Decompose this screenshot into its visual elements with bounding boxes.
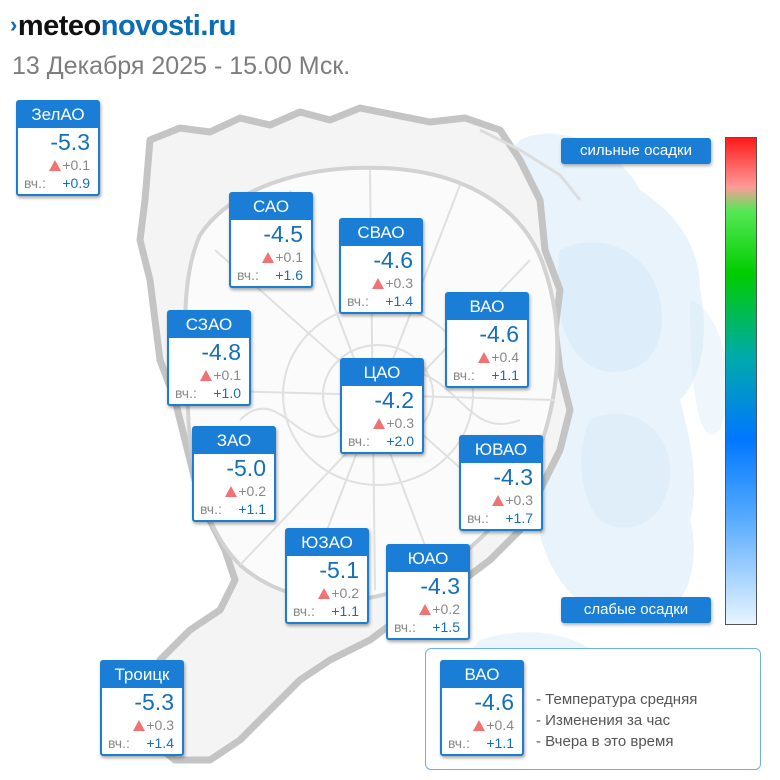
district-card-szao: СЗАО -4.8 +0.1 вч.: +1.0 [167, 310, 251, 406]
triangle-up-icon [133, 720, 145, 731]
triangle-up-icon [200, 370, 212, 381]
site-logo[interactable]: ›meteonovosti.ru [10, 8, 236, 43]
district-name: САО [231, 194, 311, 220]
district-change: +0.1 [262, 249, 303, 265]
logo-text-novosti: novosti.ru [101, 10, 236, 42]
district-card-troitsk: Троицк -5.3 +0.3 вч.: +1.4 [100, 660, 184, 756]
scale-label-strong: сильные осадки [561, 138, 711, 164]
district-change: +0.2 [225, 483, 266, 499]
district-change: +0.3 [492, 492, 533, 508]
district-change: +0.3 [133, 717, 174, 733]
district-card-vao: ВАО -4.6 +0.4 вч.: +1.1 [445, 292, 529, 388]
district-name: ЗелАО [18, 102, 98, 128]
district-name: СВАО [341, 220, 421, 246]
scale-label-weak: слабые осадки [561, 597, 711, 623]
district-change: +0.1 [200, 367, 241, 383]
legend-line-hourly-change: - Изменения за час [536, 712, 670, 730]
district-temperature: -4.6 [479, 320, 519, 348]
district-temperature: -4.6 [373, 246, 413, 274]
precipitation-scale-bar [725, 137, 757, 625]
district-change: +0.3 [373, 415, 414, 431]
district-card-zelao: ЗелАО -5.3 +0.1 вч.: +0.9 [16, 100, 100, 196]
triangle-up-icon [262, 252, 274, 263]
triangle-up-icon [49, 160, 61, 171]
triangle-up-icon [478, 352, 490, 363]
triangle-up-icon [225, 486, 237, 497]
legend-line-yesterday: - Вчера в это время [536, 733, 673, 751]
district-name: Троицк [102, 662, 182, 688]
triangle-up-icon [373, 418, 385, 429]
triangle-up-icon [318, 588, 330, 599]
district-name: ЦАО [342, 360, 422, 386]
district-name: ЮВАО [461, 437, 541, 463]
district-temperature: -4.2 [374, 386, 414, 414]
district-temperature: -4.5 [263, 220, 303, 248]
district-temperature: -5.3 [50, 128, 90, 156]
district-name: ВАО [447, 294, 527, 320]
district-card-yuvao: ЮВАО -4.3 +0.3 вч.: +1.7 [459, 435, 543, 531]
district-card-zao: ЗАО -5.0 +0.2 вч.: +1.1 [192, 426, 276, 522]
district-temperature: -5.1 [319, 556, 359, 584]
logo-text-meteo: meteo [18, 10, 101, 42]
report-datetime: 13 Декабря 2025 - 15.00 Мск. [12, 50, 350, 82]
district-change: +0.4 [478, 349, 519, 365]
district-card-sao: САО -4.5 +0.1 вч.: +1.6 [229, 192, 313, 288]
triangle-up-icon [419, 604, 431, 615]
district-card-yuao: ЮАО -4.3 +0.2 вч.: +1.5 [386, 544, 470, 640]
district-change: +0.2 [419, 601, 460, 617]
district-temperature: -4.6 [474, 688, 514, 716]
triangle-up-icon [372, 278, 384, 289]
triangle-up-icon [492, 495, 504, 506]
district-temperature: -4.8 [201, 338, 241, 366]
district-temperature: -5.0 [226, 454, 266, 482]
district-change: +0.3 [372, 275, 413, 291]
triangle-up-icon [473, 720, 485, 731]
district-name: ЮАО [388, 546, 468, 572]
district-card-yuzao: ЮЗАО -5.1 +0.2 вч.: +1.1 [285, 528, 369, 624]
district-temperature: -5.3 [134, 688, 174, 716]
district-change: +0.2 [318, 585, 359, 601]
logo-arrow-icon: › [10, 12, 17, 37]
district-temperature: -4.3 [493, 463, 533, 491]
district-change: +0.4 [473, 717, 514, 733]
district-name: СЗАО [169, 312, 249, 338]
district-card-cao: ЦАО -4.2 +0.3 вч.: +2.0 [340, 358, 424, 454]
district-card-svao: СВАО -4.6 +0.3 вч.: +1.4 [339, 218, 423, 314]
district-name: ВАО [442, 662, 522, 688]
district-name: ЗАО [194, 428, 274, 454]
district-name: ЮЗАО [287, 530, 367, 556]
legend-sample-card: ВАО -4.6 +0.4 вч.: +1.1 [440, 660, 524, 756]
legend-line-average-temp: - Температура средняя [536, 691, 697, 709]
district-change: +0.1 [49, 157, 90, 173]
district-temperature: -4.3 [420, 572, 460, 600]
